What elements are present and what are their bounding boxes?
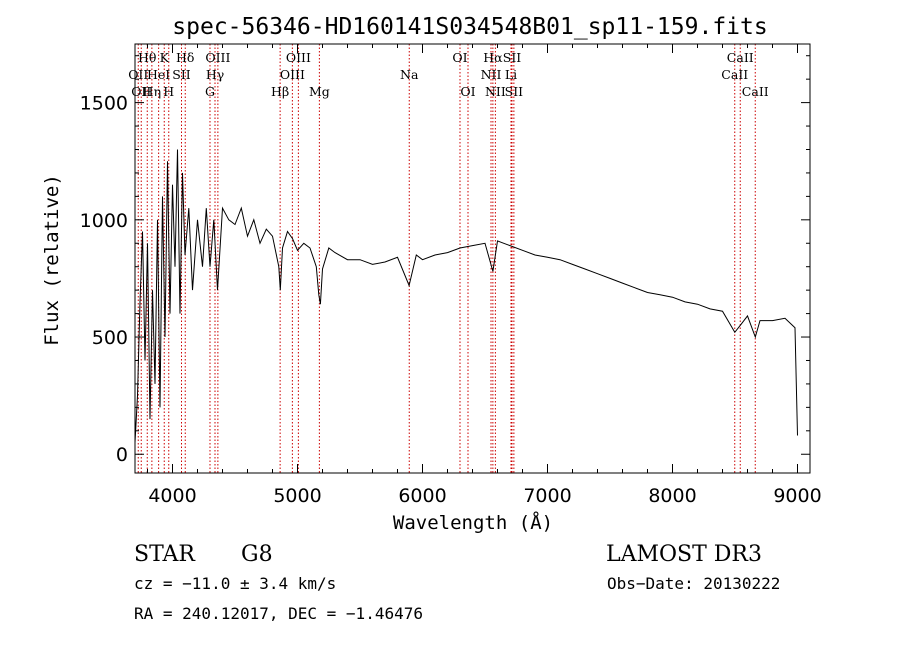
x-axis-label: Wavelength (Å) xyxy=(393,511,553,534)
observation-date: Obs−Date: 20130222 xyxy=(607,574,780,593)
survey-name: LAMOST DR3 xyxy=(606,542,762,567)
line-label-26: CaII xyxy=(727,50,754,65)
line-label-21: NII xyxy=(485,84,506,99)
spectrum-line xyxy=(134,149,798,443)
line-label-14: OIII xyxy=(286,50,311,65)
line-label-12: Hβ xyxy=(271,84,289,99)
line-label-17: OI xyxy=(452,50,467,65)
y-tick-label-0: 0 xyxy=(116,444,128,466)
line-label-18: OI xyxy=(460,84,475,99)
plot-frame xyxy=(134,43,811,474)
axis-ticks: 4000 5000 6000 7000 8000 9000 0 500 1000 1500 xyxy=(80,44,822,507)
object-class: STAR xyxy=(134,542,196,567)
line-label-7: SII xyxy=(172,67,191,82)
line-label-20: Hα xyxy=(483,50,503,65)
coordinates: RA = 240.12017, DEC = −1.46476 xyxy=(134,604,423,623)
chart-title: spec-56346-HD160141S034548B01_sp11-159.f… xyxy=(172,14,767,40)
line-label-24: SII xyxy=(505,84,524,99)
line-label-2: Hθ xyxy=(138,50,156,65)
line-label-1: OII xyxy=(131,84,151,99)
y-tick-label-1: 500 xyxy=(92,327,128,349)
line-label-10: Hγ xyxy=(206,67,224,82)
x-tick-label-5: 9000 xyxy=(773,485,821,507)
line-label-4: HeI xyxy=(147,67,170,82)
line-label-16: Na xyxy=(400,67,419,82)
line-label-19: NII xyxy=(481,67,502,82)
line-label-13: OIII xyxy=(280,67,305,82)
object-subclass: G8 xyxy=(241,542,273,567)
line-label-27: CaII xyxy=(742,84,769,99)
emission-line-labels: OII OII Hθ Hη HeI K H SII Hδ G Hγ OIII Hβ OIII OIII Mg N… xyxy=(128,50,769,99)
line-label-25: CaII xyxy=(721,67,748,82)
y-tick-label-2: 1000 xyxy=(80,210,128,232)
line-label-5: K xyxy=(160,50,170,65)
line-label-3: Hη xyxy=(143,84,161,99)
line-label-23: SII xyxy=(503,50,522,65)
line-label-0: OII xyxy=(128,67,148,82)
line-label-8: Hδ xyxy=(176,50,194,65)
line-label-22: Li xyxy=(505,67,517,82)
line-label-6: H xyxy=(163,84,174,99)
y-tick-label-3: 1500 xyxy=(80,93,128,115)
line-label-9: G xyxy=(205,84,215,99)
x-tick-label-3: 7000 xyxy=(523,485,571,507)
x-tick-label-2: 6000 xyxy=(398,485,446,507)
y-axis-label: Flux (relative) xyxy=(41,174,63,346)
x-tick-label-1: 5000 xyxy=(273,485,321,507)
x-tick-label-0: 4000 xyxy=(148,485,196,507)
emission-line-markers xyxy=(137,44,756,473)
redshift-cz: cz = −11.0 ± 3.4 km/s xyxy=(134,574,336,593)
line-label-11: OIII xyxy=(205,50,230,65)
line-label-15: Mg xyxy=(309,84,330,99)
x-tick-label-4: 8000 xyxy=(648,485,696,507)
